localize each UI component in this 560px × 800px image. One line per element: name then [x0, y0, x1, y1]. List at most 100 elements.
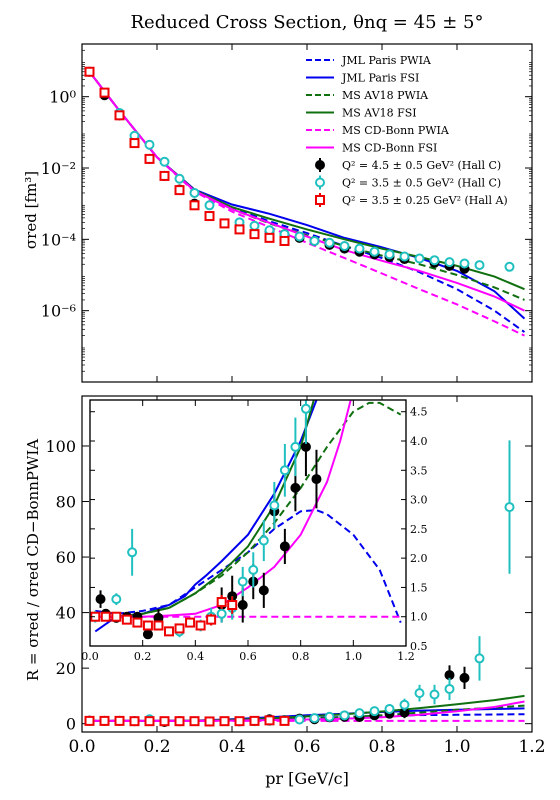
top-data-point-q-3-5-0-5-gev-hall-c	[504, 261, 515, 272]
bottom-data-point-q-3-5-0-5-gev-hall-c	[339, 710, 350, 721]
top-data-point-q-3-5-0-5-gev-hall-c	[294, 231, 305, 242]
inset-data-point-q-3-5-0-25-gev-hall-a	[195, 620, 206, 631]
top-data-points	[84, 66, 515, 274]
top-data-point-q-3-5-0-5-gev-hall-c	[174, 173, 185, 184]
inset-data-point-q-3-5-0-5-gev-hall-c	[258, 535, 269, 546]
top-data-point-q-3-5-0-25-gev-hall-a	[114, 110, 125, 121]
bottom-data-point-q-3-5-0-25-gev-hall-a	[174, 716, 185, 727]
bottom-data-point-q-3-5-0-5-gev-hall-c	[354, 708, 365, 719]
inset-data-point-q-4-5-0-5-gev-hall-c	[258, 585, 269, 596]
bottom-data-point-q-3-5-0-5-gev-hall-c	[324, 711, 335, 722]
bottom-y-tick-label: 40	[56, 604, 76, 623]
inset-panel: 0.5 1.0 1.5 2.0 2.5 3.0 3.5 4.0 4.5 0.0 0.2 0.4 0.6 0…	[81, 399, 428, 663]
inset-y-tick-label: 2.0	[410, 552, 428, 565]
legend-label: JML Paris PWIA	[341, 54, 432, 67]
bottom-data-point-q-3-5-0-25-gev-hall-a	[204, 716, 215, 727]
top-data-point-q-3-5-0-5-gev-hall-c	[414, 253, 425, 264]
inset-data-point-q-3-5-0-5-gev-hall-c	[111, 594, 122, 605]
inset-data-point-q-3-5-0-5-gev-hall-c	[269, 500, 280, 511]
legend-label: Q² = 3.5 ± 0.25 GeV² (Hall A)	[342, 194, 508, 207]
legend-item-q-3-5-0-5-gev-hall-c: Q² = 3.5 ± 0.5 GeV² (Hall C)	[315, 175, 501, 190]
top-data-point-q-3-5-0-25-gev-hall-a	[174, 185, 185, 196]
legend-item-ms-av18-pwia: MS AV18 PWIA	[306, 89, 429, 102]
inset-data-point-q-3-5-0-25-gev-hall-a	[111, 611, 122, 622]
inset-y-tick-label: 3.5	[410, 464, 428, 477]
bottom-x-tick-label: 1.2	[518, 737, 545, 757]
bottom-data-point-q-3-5-0-25-gev-hall-a	[129, 716, 140, 727]
inset-data-point-q-3-5-0-5-gev-hall-c	[248, 564, 259, 575]
top-data-point-q-3-5-0-25-gev-hall-a	[264, 232, 275, 243]
bottom-data-point-q-3-5-0-5-gev-hall-c	[309, 713, 320, 724]
bottom-data-point-q-3-5-0-5-gev-hall-c	[294, 714, 305, 725]
inset-data-point-q-3-5-0-25-gev-hall-a	[121, 614, 132, 625]
top-data-point-q-3-5-0-5-gev-hall-c	[324, 237, 335, 248]
top-data-point-q-3-5-0-25-gev-hall-a	[219, 218, 230, 229]
top-data-point-q-3-5-0-5-gev-hall-c	[159, 156, 170, 167]
top-data-point-q-3-5-0-25-gev-hall-a	[129, 138, 140, 149]
inset-data-points	[90, 400, 322, 640]
top-data-point-q-3-5-0-5-gev-hall-c	[204, 200, 215, 211]
inset-axis-ticks: 0.5 1.0 1.5 2.0 2.5 3.0 3.5 4.0 4.5 0.0 0.2 0.4 0.6 0…	[81, 400, 428, 663]
top-data-point-q-3-5-0-5-gev-hall-c	[339, 241, 350, 252]
top-data-point-q-3-5-0-25-gev-hall-a	[144, 153, 155, 164]
top-data-point-q-3-5-0-5-gev-hall-c	[444, 257, 455, 268]
bottom-data-point-q-3-5-0-5-gev-hall-c	[384, 703, 395, 714]
inset-y-tick-label: 2.5	[410, 523, 428, 536]
inset-y-tick-label: 0.5	[410, 640, 428, 653]
inset-data-point-q-4-5-0-5-gev-hall-c	[95, 594, 106, 605]
inset-data-point-q-3-5-0-5-gev-hall-c	[279, 465, 290, 476]
legend-item-jml-paris-fsi: JML Paris FSI	[306, 72, 419, 85]
top-data-point-q-3-5-0-25-gev-hall-a	[189, 200, 200, 211]
inset-y-tick-label: 3.0	[410, 494, 428, 507]
inset-data-point-q-3-5-0-5-gev-hall-c	[216, 608, 227, 619]
inset-frame	[89, 399, 407, 647]
top-data-point-q-3-5-0-25-gev-hall-a	[234, 224, 245, 235]
top-data-point-q-3-5-0-5-gev-hall-c	[249, 220, 260, 231]
inset-y-tick-label: 4.0	[410, 435, 428, 448]
inset-data-point-q-4-5-0-5-gev-hall-c	[279, 541, 290, 552]
inset-data-point-q-3-5-0-5-gev-hall-c	[127, 547, 138, 558]
bottom-x-tick-label: 0.8	[368, 737, 395, 757]
inset-x-tick-label: 1.0	[345, 650, 363, 663]
bottom-data-point-q-4-5-0-5-gev-hall-c	[459, 672, 470, 683]
legend-item-q-3-5-0-25-gev-hall-a: Q² = 3.5 ± 0.25 GeV² (Hall A)	[315, 193, 508, 207]
bottom-y-tick-label: 0	[66, 715, 76, 734]
bottom-data-points	[84, 440, 515, 728]
inset-data-point-q-3-5-0-25-gev-hall-a	[153, 620, 164, 631]
top-data-point-q-3-5-0-5-gev-hall-c	[369, 246, 380, 257]
bottom-curve-ms-av18-fsi	[89, 694, 525, 722]
inset-data-point-q-3-5-0-25-gev-hall-a	[216, 597, 227, 608]
top-data-point-q-3-5-0-25-gev-hall-a	[279, 235, 290, 246]
legend-item-ms-av18-fsi: MS AV18 FSI	[306, 107, 417, 120]
inset-x-tick-label: 0.2	[134, 650, 152, 663]
bottom-x-tick-label: 1.0	[443, 737, 470, 757]
inset-data-point-q-3-5-0-25-gev-hall-a	[142, 620, 153, 631]
top-data-point-q-3-5-0-5-gev-hall-c	[309, 235, 320, 246]
top-y-axis-label: σred [fm³]	[22, 171, 40, 249]
legend: JML Paris PWIA JML Paris FSI MS AV18 PWIA M…	[306, 54, 508, 207]
top-data-point-q-3-5-0-5-gev-hall-c	[384, 249, 395, 260]
top-curve-jml-paris-pwia	[88, 71, 526, 333]
bottom-data-point-q-3-5-0-25-gev-hall-a	[189, 716, 200, 727]
inset-x-tick-label: 0.6	[239, 650, 257, 663]
legend-label: Q² = 4.5 ± 0.5 GeV² (Hall C)	[342, 159, 501, 172]
top-curve-ms-av18-pwia	[88, 71, 525, 301]
inset-data-point-q-3-5-0-25-gev-hall-a	[164, 626, 174, 637]
top-data-point-q-3-5-0-5-gev-hall-c	[429, 255, 440, 266]
top-axis-ticks: 10⁻⁶ 10⁻⁴ 10⁻² 10⁰	[41, 43, 533, 382]
inset-data-point-q-3-5-0-5-gev-hall-c	[237, 576, 248, 587]
top-data-point-q-3-5-0-5-gev-hall-c	[144, 139, 155, 150]
x-axis-label: pr [GeV/c]	[265, 769, 349, 788]
bottom-y-tick-label: 20	[56, 659, 76, 678]
bottom-curve-ms-cd-bonn-fsi	[89, 700, 525, 722]
chart-title: Reduced Cross Section, θnq = 45 ± 5°	[131, 12, 484, 33]
inset-y-tick-label: 4.5	[410, 406, 428, 419]
bottom-data-point-q-3-5-0-25-gev-hall-a	[264, 715, 275, 726]
inset-data-point-q-4-5-0-5-gev-hall-c	[290, 482, 301, 493]
top-data-point-q-3-5-0-25-gev-hall-a	[204, 211, 215, 222]
top-model-curves	[88, 71, 526, 337]
inset-data-point-q-3-5-0-5-gev-hall-c	[290, 441, 301, 452]
bottom-data-point-q-3-5-0-5-gev-hall-c	[504, 502, 515, 513]
inset-data-point-q-3-5-0-25-gev-hall-a	[227, 600, 238, 610]
